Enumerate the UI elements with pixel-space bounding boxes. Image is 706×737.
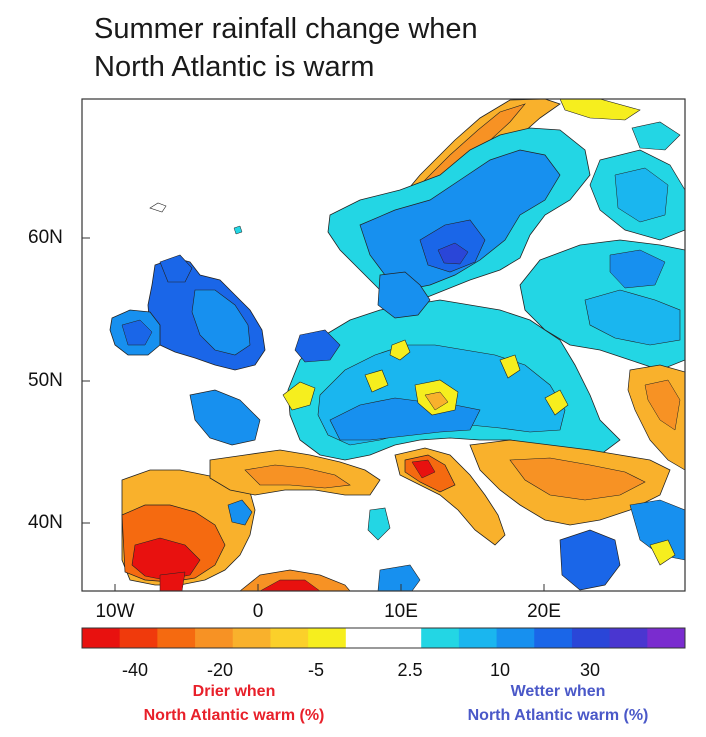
britain-wet-light — [191, 289, 251, 356]
lon-label-0: 0 — [252, 601, 264, 622]
france-south-dry-core — [244, 464, 351, 489]
lon-label-20e: 20E — [527, 601, 561, 622]
lon-label-10w: 10W — [95, 601, 135, 622]
wetter-note: Wetter when North Atlantic warm (%) — [420, 680, 696, 728]
lat-ticks — [82, 237, 90, 524]
colorbar-label-minus20: -20 — [206, 660, 234, 680]
alps-dry-core — [424, 391, 449, 411]
biscay-wet — [189, 389, 261, 446]
iceland-outline — [149, 202, 167, 213]
colorbar-segment — [458, 628, 498, 648]
drier-note-line-1: Drier when — [192, 683, 276, 700]
colorbar-segment — [157, 628, 196, 648]
lat-label-60n: 60N — [28, 227, 63, 248]
north-sea-wet — [294, 329, 341, 363]
map-field — [82, 99, 685, 591]
colorbar-segment — [232, 628, 271, 648]
colorbar-border — [81, 627, 686, 649]
ireland-wet-core — [121, 319, 153, 346]
colorbar — [82, 628, 686, 648]
colorbar-segment — [647, 628, 686, 648]
colorbar-label-30: 30 — [579, 660, 601, 680]
germany-dry-spot-2 — [364, 369, 389, 393]
colorbar-label-minus40: -40 — [121, 660, 149, 680]
colorbar-segment — [534, 628, 573, 648]
lon-ticks — [114, 584, 545, 591]
lon-label-10e: 10E — [384, 601, 418, 622]
east-europe-wet-core — [584, 289, 681, 346]
pyrenees-wet-spot — [227, 499, 253, 526]
colorbar-segment — [345, 628, 384, 648]
finland-wet-core — [614, 167, 669, 223]
colorbar-segment — [119, 628, 158, 648]
colorbar-segment — [496, 628, 535, 648]
faroe-spot — [233, 225, 243, 235]
balkans-dry-core — [509, 457, 646, 501]
greece-wet — [559, 529, 621, 591]
colorbar-label-10: 10 — [489, 660, 511, 680]
north-finland-dry — [559, 99, 641, 121]
north-africa-dry-core — [259, 579, 321, 591]
black-sea-dry-core — [644, 379, 681, 431]
colorbar-segment — [383, 628, 422, 648]
title-line-1: Summer rainfall change when — [94, 13, 478, 45]
colorbar-segment — [571, 628, 611, 648]
title-line-2: North Atlantic is warm — [94, 51, 375, 83]
lat-label-40n: 40N — [28, 512, 63, 533]
france-dry-spot — [282, 381, 316, 411]
sweden-wet-dark — [437, 242, 469, 265]
scotland-wet — [159, 254, 193, 283]
colorbar-segment — [270, 628, 309, 648]
lat-label-50n: 50N — [28, 370, 63, 391]
iberia-dry-core — [131, 537, 201, 581]
colorbar-segment — [82, 628, 121, 648]
north-russia-wet — [631, 121, 681, 151]
wetter-note-line-2: North Atlantic warm (%) — [467, 707, 649, 724]
sardinia-wet — [367, 507, 391, 541]
italy-dry-dark — [411, 459, 436, 479]
colorbar-label-minus5: -5 — [307, 660, 325, 680]
morocco-dry — [159, 571, 186, 591]
colorbar-segment — [195, 628, 234, 648]
denmark-wet — [377, 271, 431, 319]
drier-note: Drier when North Atlantic warm (%) — [100, 680, 368, 728]
hungary-dry-spot — [544, 389, 569, 416]
aegean-wet — [629, 499, 685, 561]
drier-note-line-2: North Atlantic warm (%) — [143, 707, 325, 724]
map-border — [81, 98, 686, 592]
wetter-note-line-1: Wetter when — [510, 683, 606, 700]
czech-dry-spot — [499, 354, 521, 379]
map-title: Summer rainfall change when North Atlant… — [94, 10, 478, 86]
germany-dry-spot — [389, 339, 411, 361]
baltic-wet-core — [609, 249, 666, 289]
tunisia-wet — [377, 564, 421, 591]
colorbar-segment — [308, 628, 347, 648]
colorbar-label-2-5: 2.5 — [397, 660, 423, 680]
colorbar-segment — [609, 628, 648, 648]
turkey-dry-spot — [649, 539, 676, 566]
colorbar-segment — [421, 628, 460, 648]
